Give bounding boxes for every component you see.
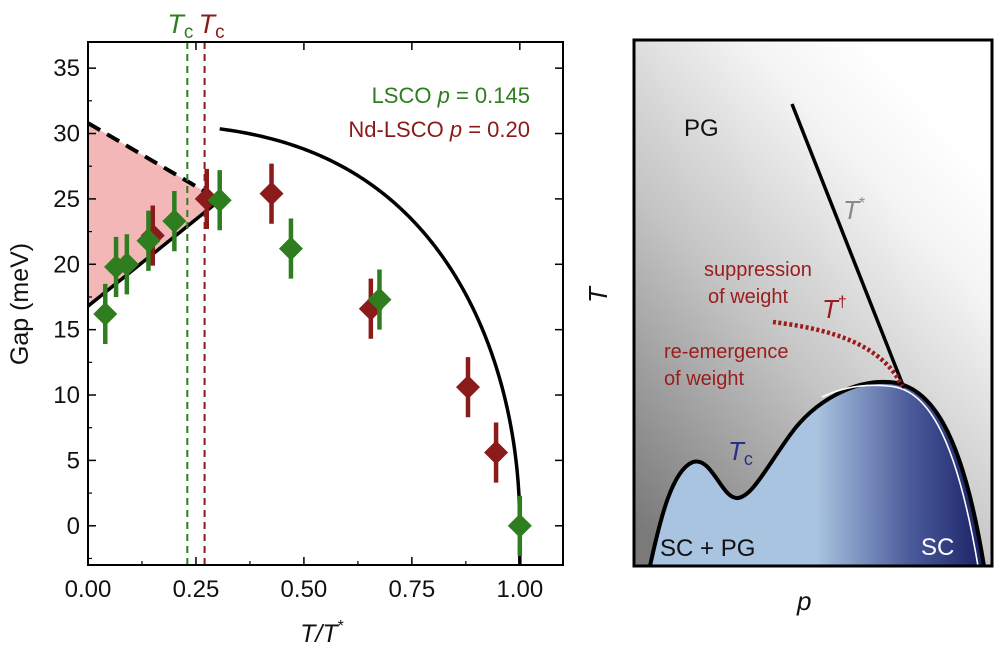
lsco-point bbox=[207, 170, 232, 231]
tc-dome-label: Tc bbox=[728, 436, 753, 469]
plot-frame bbox=[87, 41, 564, 566]
dome-highlight bbox=[821, 384, 979, 566]
suppression-label-line2: of weight bbox=[708, 286, 788, 308]
x-tick-label: 0.50 bbox=[281, 576, 328, 603]
tstar-label: T* bbox=[843, 195, 865, 225]
ndlsco-point bbox=[456, 357, 480, 418]
sc-label: SC bbox=[921, 534, 954, 561]
diagram-frame bbox=[632, 38, 994, 568]
x-tick-label: 0.00 bbox=[65, 576, 112, 603]
legend-ndlsco: Nd-LSCO p = 0.20 bbox=[348, 117, 530, 142]
lsco-marker bbox=[114, 252, 139, 277]
tstar-line bbox=[790, 103, 906, 389]
axis-ticks: 0.00 0.25 0.50 0.75 1.00 0 5 10 15 20 25 30 35 bbox=[53, 42, 563, 603]
y-tick-label: 10 bbox=[53, 382, 80, 409]
lsco-point bbox=[278, 218, 303, 279]
dome-outline bbox=[648, 379, 986, 566]
ndlsco-marker bbox=[456, 375, 480, 400]
y-tick-label: 15 bbox=[53, 317, 80, 344]
lsco-marker bbox=[278, 236, 303, 261]
lsco-marker bbox=[136, 228, 161, 253]
tc-label-lsco: Tc bbox=[167, 9, 193, 43]
lsco-marker bbox=[162, 209, 187, 234]
y-tick-label: 30 bbox=[53, 121, 80, 148]
lsco-marker bbox=[367, 287, 392, 312]
lsco-marker bbox=[207, 188, 232, 213]
lsco-point bbox=[114, 234, 139, 295]
y-tick-label: 35 bbox=[53, 55, 80, 82]
y-tick-label: 5 bbox=[67, 447, 80, 474]
sc-pg-label: SC + PG bbox=[660, 535, 755, 562]
lsco-point bbox=[507, 495, 532, 556]
legend-lsco: LSCO p = 0.145 bbox=[372, 83, 530, 108]
x-tick-label: 1.00 bbox=[496, 576, 543, 603]
ndlsco-point bbox=[259, 163, 284, 224]
tdagger-label: T† bbox=[822, 294, 847, 324]
ndlsco-marker bbox=[484, 440, 509, 465]
x-axis-title: T/T* bbox=[300, 618, 344, 648]
lsco-point bbox=[367, 269, 392, 330]
pg-label: PG bbox=[684, 115, 719, 142]
phase-diagram: PG T* suppression of weight T† re-emerge… bbox=[583, 38, 994, 616]
dashed-extrapolation bbox=[88, 121, 221, 202]
lsco-marker bbox=[93, 301, 118, 326]
lsco-point bbox=[162, 191, 187, 252]
lsco-marker bbox=[507, 513, 532, 538]
gap-chart: 0.00 0.25 0.50 0.75 1.00 0 5 10 15 20 25 30 35 Tc Tc… bbox=[6, 9, 564, 648]
fit-curve bbox=[219, 127, 522, 565]
tdagger-line bbox=[772, 319, 905, 387]
ndlsco-point bbox=[484, 422, 509, 483]
reemergence-label-line2: of weight bbox=[664, 368, 744, 390]
data-points bbox=[93, 163, 532, 556]
diagram-x-label: p bbox=[796, 586, 811, 616]
x-tick-label: 0.25 bbox=[173, 576, 220, 603]
y-axis-title: Gap (meV) bbox=[6, 243, 34, 365]
y-tick-label: 0 bbox=[67, 513, 80, 540]
diagram-y-label: T bbox=[583, 285, 613, 303]
y-tick-label: 20 bbox=[53, 251, 80, 278]
tc-label-ndlsco: Tc bbox=[199, 9, 225, 43]
plot-area bbox=[88, 42, 532, 565]
suppression-label: suppression bbox=[704, 259, 812, 281]
superconducting-dome bbox=[650, 381, 984, 566]
y-tick-label: 25 bbox=[53, 186, 80, 213]
reemergence-label: re-emergence bbox=[664, 341, 789, 363]
lsco-point bbox=[136, 210, 161, 271]
ndlsco-marker bbox=[259, 181, 284, 206]
x-tick-label: 0.75 bbox=[389, 576, 436, 603]
lsco-point bbox=[93, 283, 118, 345]
